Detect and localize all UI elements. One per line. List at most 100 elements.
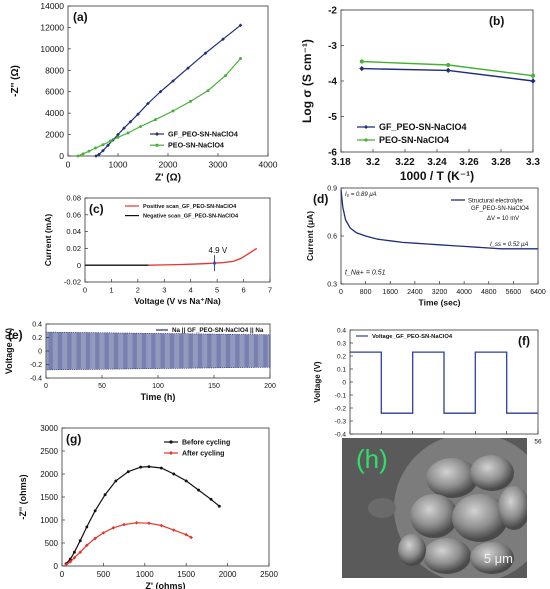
data-point [159, 523, 164, 528]
y-tick-label: 0.4 [337, 327, 346, 334]
x-tick-label: 2000 [159, 160, 178, 170]
y-tick-label: -2 [328, 6, 337, 17]
x-axis-label: Voltage (V vs Na⁺/Na) [134, 296, 221, 306]
series-Before cycling [64, 465, 221, 566]
y-tick-label: 0.08 [66, 194, 81, 203]
x-tick-label: 3000 [209, 160, 228, 170]
data-point [116, 135, 120, 139]
panel-label: (e) [8, 328, 23, 342]
series-line [95, 24, 241, 157]
x-tick-label: 3.2 [366, 157, 380, 168]
x-tick-label: 3.26 [459, 157, 479, 168]
panel-label: (c) [89, 202, 104, 216]
panel-g: 0 500 1000 1500 2000 2500 0 500 1000 1500 2000 2500… [18, 424, 278, 589]
data-point [93, 536, 97, 541]
annotation-delta-v: ΔV = 10 mV [487, 216, 519, 222]
x-tick-label: 500 [97, 570, 111, 579]
x-tick-label: 1 [109, 286, 113, 295]
y-axis-label: -Z'' (ohms) [18, 474, 28, 519]
x-tick-label: 100 [152, 383, 164, 390]
x-axis-label: 1000 / T (K⁻¹) [400, 169, 474, 183]
x-tick-label: 2500 [260, 570, 278, 579]
y-tick-label: 0.04 [66, 227, 81, 236]
x-tick-label: 200 [264, 383, 276, 390]
legend-label: Negative scan_GF_PEO-SN-NaClO4 [143, 214, 239, 220]
annotation-label: 4.9 V [209, 246, 228, 255]
y-tick-label: 3000 [40, 424, 58, 433]
y-tick-label: 0.9 [327, 185, 337, 192]
legend-label: Before cycling [182, 439, 230, 446]
x-tick-label: 3.28 [491, 157, 511, 168]
x-tick-label: 0 [60, 570, 65, 579]
data-point [94, 146, 97, 150]
x-tick-label: 4 [189, 286, 193, 295]
data-point [364, 138, 368, 142]
x-tick-label: 3.18 [331, 157, 351, 168]
y-tick-label: -0.3 [335, 418, 347, 425]
x-tick-label: 1000 [136, 570, 154, 579]
y-tick-label: -5 [328, 112, 337, 123]
y-axis-label: Voltage (V) [4, 328, 14, 374]
data-point [445, 67, 451, 73]
data-point [171, 528, 176, 532]
data-point [189, 535, 193, 540]
data-point [78, 550, 83, 554]
y-tick-label: 14000 [40, 1, 64, 11]
x-tick-label: 2000 [219, 570, 237, 579]
data-point [186, 66, 190, 70]
data-point [239, 57, 242, 60]
x-tick-label: 3 [162, 286, 166, 295]
data-point [530, 78, 536, 84]
panel-label: (a) [73, 10, 88, 24]
data-point [94, 154, 98, 158]
panel-label: (d) [313, 192, 328, 206]
data-point [139, 125, 142, 128]
y-tick-label: 0.06 [66, 210, 81, 219]
data-point [93, 509, 97, 513]
y-axis-label: Current (μA) [305, 211, 315, 261]
annotation-marker [212, 261, 217, 265]
data-point [85, 543, 89, 548]
data-point [114, 479, 118, 483]
data-point [139, 465, 143, 469]
x-tick-label: 3.24 [427, 157, 447, 168]
data-point [147, 521, 151, 526]
y-tick-label: -0.2 [30, 362, 42, 369]
data-point [206, 89, 210, 93]
x-tick-label: 3200 [432, 289, 448, 296]
y-tick-label: -3 [328, 41, 337, 52]
legend-label: GF_PEO-SN-NaClO4 [379, 122, 467, 132]
annotation-i0: I₀ = 0.89 μA [345, 192, 377, 198]
data-point [359, 59, 364, 64]
y-tick-label: 0.3 [337, 340, 346, 347]
x-tick-label: 0 [66, 160, 71, 170]
y-axis-label: Log σ (S cm⁻¹) [300, 39, 314, 123]
series-PEO-SN-NaClO4 [359, 59, 536, 78]
data-point [203, 51, 208, 55]
data-point [64, 562, 68, 567]
y-tick-label: 0 [77, 261, 81, 270]
y-tick-label: 8000 [45, 65, 64, 75]
y-tick-label: 10000 [40, 44, 64, 54]
x-tick-label: 56 [534, 439, 542, 446]
data-point [224, 74, 227, 78]
y-tick-label: -0.02 [64, 278, 81, 287]
data-point [111, 526, 116, 530]
panel-label: (f) [518, 334, 530, 348]
y-axis-label: Current (mA) [43, 214, 53, 267]
series-GF_PEO-SN-NaClO4 [94, 23, 243, 158]
y-tick-label: -6 [328, 148, 337, 159]
y-tick-label: 0.2 [337, 353, 346, 360]
y-tick-label: 6000 [45, 87, 64, 97]
y-tick-label: -0.2 [335, 405, 347, 412]
x-tick-label: 0 [44, 383, 48, 390]
data-point [101, 148, 105, 153]
data-point [171, 79, 175, 83]
panel-label: (g) [66, 432, 81, 446]
data-point [128, 119, 133, 124]
series-GF_PEO-SN-NaClO4 [359, 65, 536, 84]
data-point [72, 550, 76, 554]
y-tick-label: -4 [328, 77, 337, 88]
x-tick-label: 0 [339, 289, 343, 296]
